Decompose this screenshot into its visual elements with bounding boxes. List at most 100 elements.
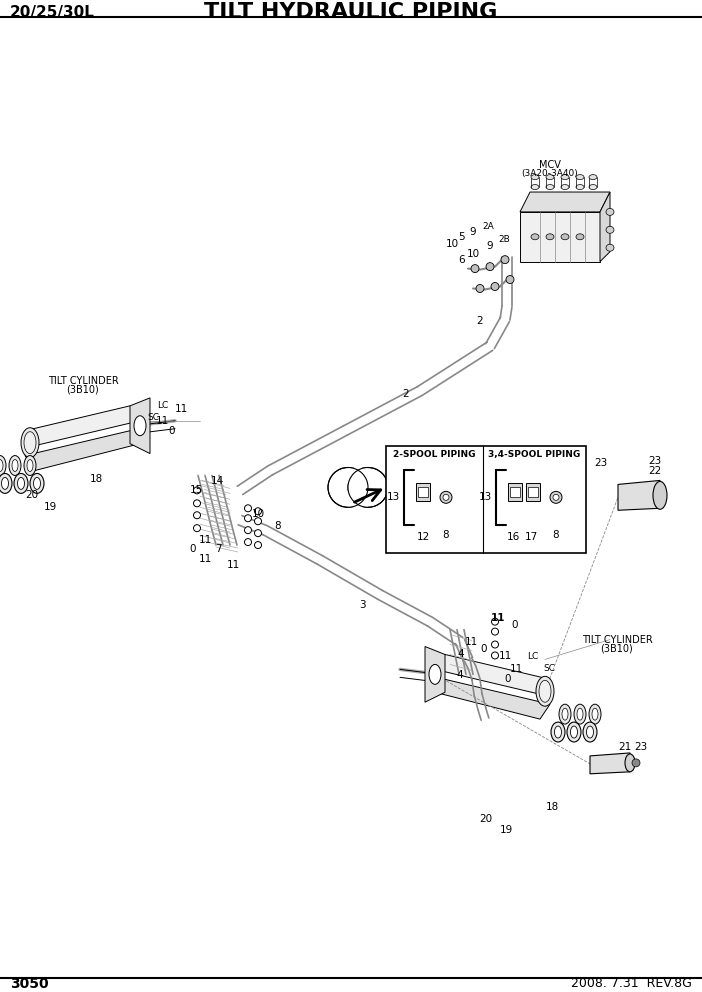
Ellipse shape [27,459,33,471]
Circle shape [255,518,262,525]
Text: SC: SC [147,414,159,423]
Text: 22: 22 [649,466,661,476]
Text: 23: 23 [595,457,608,467]
Text: 18: 18 [89,474,102,484]
Circle shape [440,491,452,503]
Circle shape [194,500,201,507]
Ellipse shape [577,708,583,720]
Text: 2A: 2A [482,222,494,231]
Bar [418,487,428,497]
Circle shape [244,527,251,534]
Bar [416,483,430,501]
Polygon shape [25,431,140,470]
Text: 11: 11 [510,665,522,675]
Text: 10: 10 [446,239,458,249]
Text: 4: 4 [457,671,463,681]
Text: MCV: MCV [539,160,561,171]
Text: 13: 13 [387,492,400,502]
Circle shape [486,263,494,271]
Circle shape [550,491,562,503]
Text: 14: 14 [211,476,224,486]
Text: 11: 11 [226,559,239,570]
Circle shape [194,487,201,494]
Text: 10: 10 [251,509,265,519]
Text: 5: 5 [458,232,465,242]
Text: 9: 9 [486,241,494,251]
Text: 18: 18 [545,802,559,811]
Polygon shape [425,647,445,702]
Ellipse shape [574,704,586,724]
Text: (3B10): (3B10) [601,644,633,654]
Ellipse shape [18,477,25,489]
Polygon shape [618,480,660,510]
Ellipse shape [567,722,581,742]
Circle shape [491,652,498,659]
Ellipse shape [24,432,36,453]
Circle shape [443,494,449,500]
Ellipse shape [24,455,36,475]
Circle shape [501,256,509,264]
Text: 2-SPOOL PIPING: 2-SPOOL PIPING [392,450,475,459]
Text: TILT CYLINDER: TILT CYLINDER [48,376,119,386]
Text: 23: 23 [649,455,661,465]
Circle shape [471,265,479,273]
Circle shape [255,542,262,549]
Text: 2: 2 [403,389,409,399]
Text: 8: 8 [443,530,449,540]
Text: 11: 11 [199,535,211,545]
Ellipse shape [1,477,8,489]
Ellipse shape [546,175,554,180]
Ellipse shape [625,754,635,772]
Polygon shape [435,655,550,694]
Text: 11: 11 [491,613,505,623]
Circle shape [632,759,640,767]
Text: 19: 19 [499,825,512,835]
Ellipse shape [12,459,18,471]
Ellipse shape [589,185,597,189]
Text: 10: 10 [466,249,479,259]
Ellipse shape [21,428,39,457]
Ellipse shape [586,726,593,738]
Text: (3A20-3A40): (3A20-3A40) [522,169,578,178]
Text: SC: SC [543,664,555,673]
Text: 11: 11 [465,637,477,647]
Ellipse shape [583,722,597,742]
Text: 15: 15 [190,485,203,495]
Circle shape [491,641,498,648]
Polygon shape [590,753,630,774]
Circle shape [491,618,498,625]
Text: 0: 0 [505,675,511,684]
Circle shape [348,467,388,507]
Text: 20: 20 [25,490,38,500]
Ellipse shape [555,726,562,738]
Circle shape [244,539,251,546]
Circle shape [255,508,262,515]
Circle shape [194,525,201,532]
Text: 0: 0 [168,426,176,435]
Circle shape [328,467,368,507]
Text: 13: 13 [479,492,492,502]
Text: 2008. 7.31  REV.8G: 2008. 7.31 REV.8G [571,977,692,990]
Ellipse shape [576,185,584,189]
Bar [508,483,522,501]
Bar [528,487,538,497]
Ellipse shape [0,455,6,475]
Text: 12: 12 [416,532,430,542]
Ellipse shape [536,677,554,706]
Polygon shape [25,406,140,445]
Text: 20: 20 [479,813,492,823]
Ellipse shape [551,722,565,742]
Ellipse shape [592,708,598,720]
Ellipse shape [576,175,584,180]
Polygon shape [520,192,610,212]
Ellipse shape [30,473,44,493]
Ellipse shape [606,226,614,233]
Text: 3: 3 [359,600,365,610]
Text: TILT CYLINDER: TILT CYLINDER [582,635,652,645]
Circle shape [255,530,262,537]
Ellipse shape [34,477,41,489]
Text: LC: LC [527,652,538,661]
Text: 7: 7 [215,544,221,555]
Circle shape [491,628,498,635]
Polygon shape [130,398,150,453]
